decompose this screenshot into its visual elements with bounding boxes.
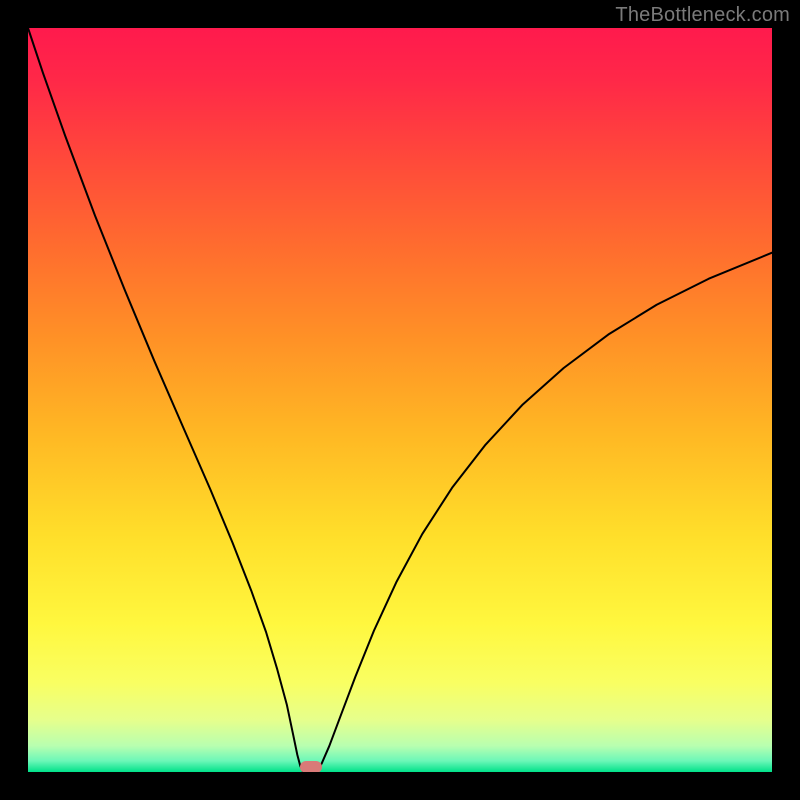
plot-border-bottom (0, 772, 800, 800)
watermark-text: TheBottleneck.com (615, 4, 790, 27)
bottleneck-chart (0, 0, 800, 800)
sweet-spot-marker (300, 761, 322, 773)
gradient-background (28, 28, 772, 772)
plot-border-right (772, 0, 800, 800)
plot-border-left (0, 0, 28, 800)
